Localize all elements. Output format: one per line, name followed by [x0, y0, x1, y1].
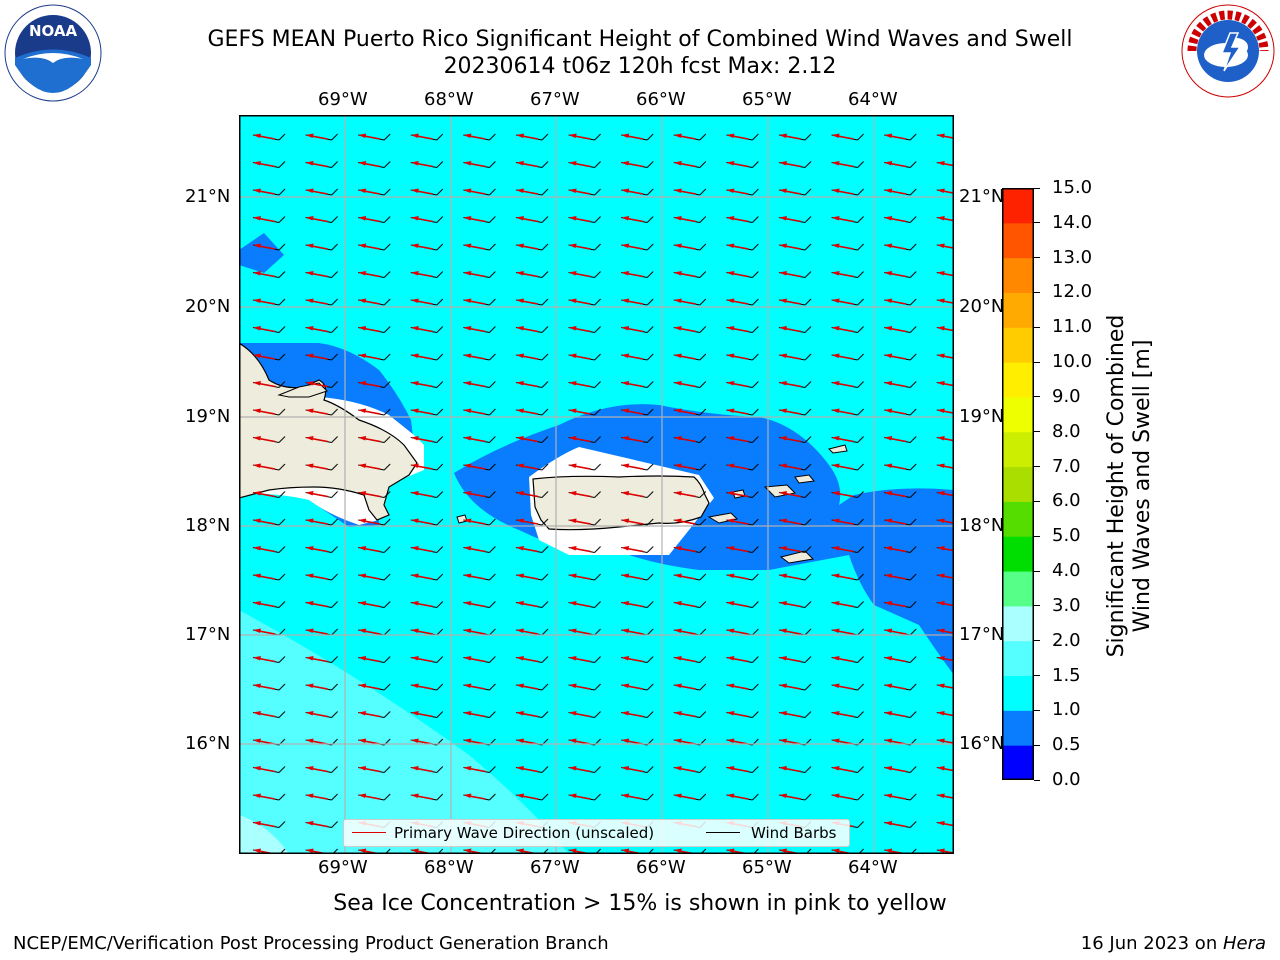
colorbar-tick-label: 0.5 — [1052, 734, 1081, 756]
colorbar-segment — [1002, 536, 1034, 572]
colorbar-tick-mark — [1034, 187, 1040, 189]
colorbar-tick-mark — [1034, 222, 1040, 224]
lat-label-16n-right: 16°N — [959, 733, 1005, 754]
colorbar-segment — [1002, 501, 1034, 537]
lon-label-67w-top: 67°W — [530, 89, 580, 110]
colorbar-segment — [1002, 745, 1034, 780]
colorbar-tick-mark — [1034, 466, 1040, 468]
lon-label-68w-top: 68°W — [424, 89, 474, 110]
lon-label-65w-bottom: 65°W — [742, 857, 792, 878]
legend-wave-label: Primary Wave Direction (unscaled) — [394, 824, 655, 842]
colorbar-tick-label: 1.5 — [1052, 664, 1081, 686]
colorbar-tick-mark — [1034, 744, 1040, 746]
colorbar-tick-mark — [1034, 709, 1040, 711]
colorbar-tick-label: 5.0 — [1052, 525, 1081, 547]
lat-label-16n-left: 16°N — [185, 733, 231, 754]
colorbar-label: Significant Height of Combined Wind Wave… — [1104, 261, 1156, 711]
lon-label-64w-bottom: 64°W — [848, 857, 898, 878]
footer-right: 16 Jun 2023 on Hera — [1081, 933, 1266, 954]
footer-date: 16 Jun 2023 on — [1080, 933, 1223, 954]
lon-label-66w-top: 66°W — [636, 89, 686, 110]
colorbar-tick-label: 4.0 — [1052, 560, 1081, 582]
svg-text:NOAA: NOAA — [29, 22, 78, 40]
colorbar-segment — [1002, 571, 1034, 607]
title-line-2: 20230614 t06z 120h fcst Max: 2.12 — [443, 54, 837, 79]
lat-label-21n-left: 21°N — [185, 186, 231, 207]
colorbar-tick-label: 6.0 — [1052, 490, 1081, 512]
colorbar-segment — [1002, 188, 1034, 224]
lat-label-21n-right: 21°N — [959, 186, 1005, 207]
colorbar-tick-label: 11.0 — [1052, 316, 1093, 338]
colorbar-tick-mark — [1034, 500, 1040, 502]
colorbar-tick-label: 14.0 — [1052, 211, 1093, 233]
colorbar-segment — [1002, 605, 1034, 642]
footer-left: NCEP/EMC/Verification Post Processing Pr… — [13, 933, 609, 954]
colorbar — [1002, 188, 1034, 780]
wave-direction-swatch — [352, 832, 386, 833]
colorbar-segment — [1002, 466, 1034, 502]
colorbar-tick-label: 0.0 — [1052, 769, 1081, 790]
colorbar-tick-label: 1.0 — [1052, 699, 1081, 721]
colorbar-segment — [1002, 257, 1034, 293]
colorbar-tick-mark — [1034, 396, 1040, 398]
colorbar-segment — [1002, 675, 1034, 711]
colorbar-segment — [1002, 640, 1034, 677]
colorbar-tick-mark — [1034, 431, 1040, 433]
colorbar-segment — [1002, 292, 1034, 328]
colorbar-tick-mark — [1034, 257, 1040, 259]
sea-ice-note: Sea Ice Concentration > 15% is shown in … — [333, 891, 947, 916]
colorbar-tick-mark — [1034, 570, 1040, 572]
colorbar-tick-label: 8.0 — [1052, 420, 1081, 442]
colorbar-tick-label: 13.0 — [1052, 246, 1093, 268]
wave-height-map — [239, 115, 954, 854]
colorbar-tick-mark — [1034, 535, 1040, 537]
colorbar-tick-mark — [1034, 291, 1040, 293]
colorbar-tick-mark — [1034, 640, 1040, 642]
lon-label-69w-top: 69°W — [318, 89, 368, 110]
colorbar-tick-mark — [1034, 779, 1040, 781]
title-line-1: GEFS MEAN Puerto Rico Significant Height… — [207, 27, 1073, 52]
lat-label-19n-left: 19°N — [185, 406, 231, 427]
colorbar-label-line-2: Wind Waves and Swell [m] — [1130, 339, 1155, 633]
lat-label-18n-right: 18°N — [959, 515, 1005, 536]
lon-label-66w-bottom: 66°W — [636, 857, 686, 878]
lat-label-19n-right: 19°N — [959, 406, 1005, 427]
colorbar-segment — [1002, 327, 1034, 363]
colorbar-tick-label: 15.0 — [1052, 177, 1093, 198]
noaa-logo: NOAA — [3, 3, 103, 103]
colorbar-tick-label: 3.0 — [1052, 594, 1081, 616]
colorbar-tick-label: 2.0 — [1052, 629, 1081, 651]
lon-label-69w-bottom: 69°W — [318, 857, 368, 878]
colorbar-segment — [1002, 710, 1034, 746]
colorbar-tick-label: 7.0 — [1052, 455, 1081, 477]
colorbar-label-line-1: Significant Height of Combined — [1104, 314, 1129, 658]
colorbar-segment — [1002, 396, 1034, 433]
colorbar-tick-label: 12.0 — [1052, 281, 1093, 303]
colorbar-tick-label: 9.0 — [1052, 385, 1081, 407]
lat-label-20n-left: 20°N — [185, 296, 231, 317]
footer-host: Hera — [1222, 933, 1266, 954]
nws-logo — [1178, 3, 1278, 103]
lat-label-17n-right: 17°N — [959, 624, 1005, 645]
colorbar-tick-mark — [1034, 675, 1040, 677]
lon-label-67w-bottom: 67°W — [530, 857, 580, 878]
legend-wind-label: Wind Barbs — [751, 824, 837, 842]
colorbar-segment — [1002, 431, 1034, 468]
wind-barb-swatch — [706, 832, 740, 833]
lon-label-65w-top: 65°W — [742, 89, 792, 110]
colorbar-tick-mark — [1034, 326, 1040, 328]
lat-label-18n-left: 18°N — [185, 515, 231, 536]
colorbar-tick-mark — [1034, 605, 1040, 607]
lat-label-20n-right: 20°N — [959, 296, 1005, 317]
graticule — [239, 115, 954, 854]
map-legend: Primary Wave Direction (unscaled) Wind B… — [343, 819, 850, 847]
colorbar-segment — [1002, 362, 1034, 398]
lon-label-64w-top: 64°W — [848, 89, 898, 110]
colorbar-tick-mark — [1034, 361, 1040, 363]
wind-barbs-and-wave-direction — [239, 115, 954, 854]
colorbar-tick-label: 10.0 — [1052, 351, 1093, 373]
lon-label-68w-bottom: 68°W — [424, 857, 474, 878]
lat-label-17n-left: 17°N — [185, 624, 231, 645]
colorbar-segment — [1002, 222, 1034, 259]
